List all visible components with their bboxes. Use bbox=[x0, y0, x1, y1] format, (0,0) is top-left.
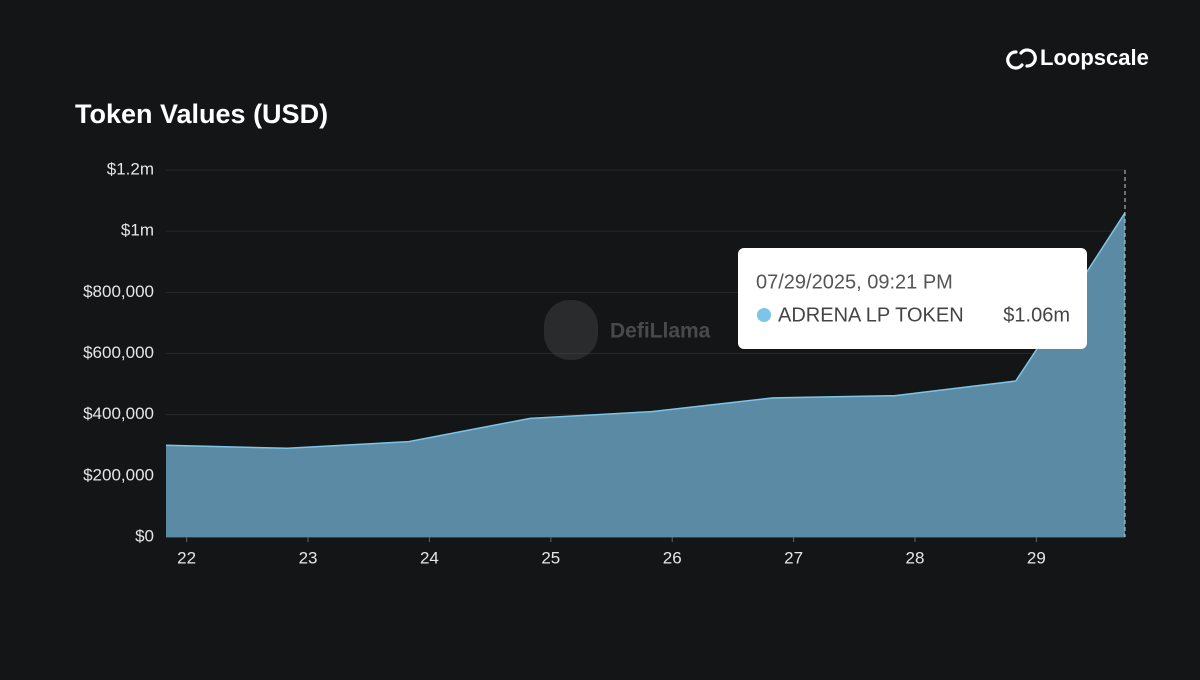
area bbox=[166, 212, 1125, 538]
x-tick-label: 22 bbox=[177, 548, 196, 567]
y-tick-label: $1m bbox=[121, 221, 154, 240]
x-tick-label: 24 bbox=[420, 548, 439, 567]
x-tick-label: 25 bbox=[541, 548, 560, 567]
tooltip-date: 07/29/2025, 09:21 PM bbox=[756, 271, 953, 293]
tooltip-dot bbox=[757, 308, 771, 322]
y-tick-label: $400,000 bbox=[83, 404, 154, 423]
brand-logo bbox=[1006, 48, 1037, 70]
line bbox=[165, 212, 1126, 450]
y-tick-label: $800,000 bbox=[83, 282, 154, 301]
y-tick-label: $200,000 bbox=[83, 465, 154, 484]
y-tick-label: $0 bbox=[135, 526, 154, 545]
watermark-text: DefiLlama bbox=[610, 320, 711, 343]
x-tick-label: 23 bbox=[299, 548, 318, 567]
x-tick-label: 26 bbox=[663, 548, 682, 567]
tooltip: 07/29/2025, 09:21 PM ADRENA LP TOKEN $1.… bbox=[738, 248, 1087, 349]
y-tick-label: $600,000 bbox=[83, 343, 154, 362]
x-tick-label: 28 bbox=[906, 548, 925, 567]
x-tick-label: 27 bbox=[784, 548, 803, 567]
tooltip-box bbox=[738, 248, 1087, 349]
tooltip-value: $1.06m bbox=[1003, 304, 1070, 326]
tooltip-series: ADRENA LP TOKEN bbox=[778, 304, 964, 326]
chart-title: Token Values (USD) bbox=[75, 99, 328, 129]
watermark: DefiLlama bbox=[544, 300, 711, 360]
plot bbox=[165, 170, 1126, 538]
brand-name: Loopscale bbox=[1040, 45, 1149, 70]
y-tick-label: $1.2m bbox=[107, 159, 154, 178]
x-tick-label: 29 bbox=[1027, 548, 1046, 567]
